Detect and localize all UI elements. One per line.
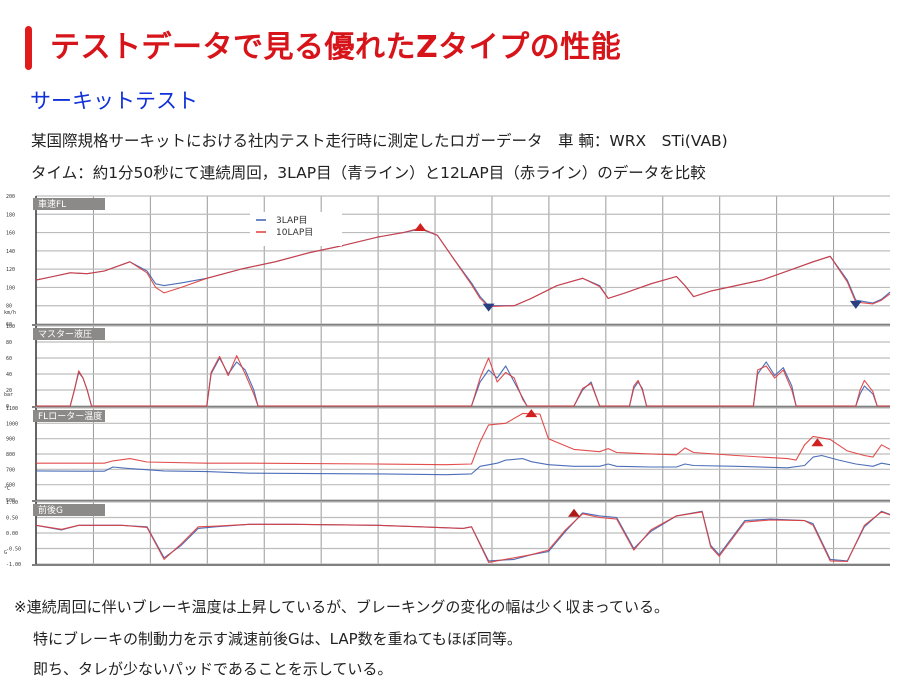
y-tick-label: 140: [6, 249, 15, 255]
y-tick-label: 60: [6, 322, 12, 328]
y-unit-label: °C: [4, 486, 10, 492]
series-line: [36, 355, 890, 407]
description-line-2: タイム：約1分50秒にて連続周回，3LAP目（青ライン）と12LAP目（赤ライン…: [31, 164, 706, 182]
legend-label: 3LAP目: [276, 215, 308, 226]
max-marker-icon: [811, 438, 824, 447]
note-line-3: 即ち、タレが少ないパッドであることを示している。: [33, 660, 393, 678]
y-unit-label: km/h: [4, 310, 16, 316]
section-title: サーキットテスト: [30, 89, 198, 113]
y-tick-label: 40: [6, 372, 12, 378]
panel-label: マスター液圧: [38, 328, 92, 340]
y-unit-label: bar: [4, 392, 13, 398]
y-tick-label: 700: [6, 467, 15, 473]
y-tick-label: 0.00: [6, 531, 18, 537]
panel-label: FLローター温度: [38, 410, 102, 422]
max-marker-icon: [525, 409, 538, 418]
y-tick-label: 200: [6, 194, 15, 200]
chart-panel: 200 180 160 140 120 100 80 60 km/h 車速FL: [4, 194, 891, 328]
y-tick-label: 1.00: [6, 500, 18, 506]
y-tick-label: 80: [6, 340, 12, 346]
logger-chart-svg: 2001801601401201008060km/h車速FL1008060402…: [4, 194, 891, 568]
panel-label-box: [33, 198, 105, 210]
chart-panel: 100 80 60 40 20 0 bar マスター液圧: [4, 324, 890, 410]
y-tick-label: 1100: [6, 406, 18, 412]
legend-label: 10LAP目: [276, 227, 313, 238]
series-line: [35, 228, 891, 307]
y-tick-label: 0: [6, 404, 9, 410]
y-tick-label: 500: [6, 498, 15, 504]
y-tick-label: 800: [6, 452, 15, 458]
y-tick-label: 180: [6, 212, 15, 218]
panel-label-box: [33, 328, 105, 340]
max-marker-icon: [414, 223, 427, 231]
y-tick-label: -0.50: [6, 547, 21, 553]
chart-panel: 1100 1000 900 800 700 600 500 °C FLローター温度: [4, 406, 891, 504]
y-tick-label: 100: [6, 324, 15, 330]
legend-background: [250, 212, 342, 246]
series-line: [35, 510, 891, 562]
series-line: [35, 227, 891, 308]
y-tick-label: 80: [6, 304, 12, 310]
min-marker-icon: [482, 303, 495, 312]
series-line: [36, 357, 890, 407]
logger-chart: 200 180 160 140 120 100 80 60 km/h 車速FL 100 80 60 40 2…: [0, 192, 900, 572]
y-tick-label: 120: [6, 267, 15, 273]
series-line: [35, 454, 891, 476]
panel-label-box: [33, 410, 105, 422]
page-title: テストデータで見る優れたZタイプの性能: [50, 30, 622, 65]
note-line-2: 特にブレーキの制動力を示す減速前後Gは、LAP数を重ねてもほぼ同等。: [33, 630, 522, 648]
y-tick-label: 600: [6, 483, 15, 489]
y-tick-label: 160: [6, 231, 15, 237]
y-tick-label: 60: [6, 356, 12, 362]
y-tick-label: 0.50: [6, 516, 18, 522]
chart-panel: 1.00 0.50 0.00 -0.50 -1.00 G 前後G: [4, 500, 891, 568]
max-marker-icon: [568, 508, 581, 517]
panel-label-box: [33, 504, 105, 516]
title-accent-bar: [25, 26, 32, 70]
min-marker-icon: [849, 300, 862, 309]
y-tick-label: 1000: [6, 421, 18, 427]
y-tick-label: 20: [6, 388, 12, 394]
series-line: [36, 412, 891, 466]
note-line-1: ※連続周回に伴いブレーキ温度は上昇しているが、ブレーキングの変化の幅は少く収まっ…: [14, 598, 670, 616]
y-tick-label: 100: [6, 285, 15, 291]
vertical-gridlines: [92, 196, 835, 564]
description-line-1: 某国際規格サーキットにおける社内テスト走行時に測定したロガーデータ 車 輌：WR…: [31, 132, 728, 150]
panel-label: 前後G: [38, 504, 63, 516]
y-tick-label: 900: [6, 437, 15, 443]
panel-label: 車速FL: [38, 198, 66, 210]
y-tick-label: -1.00: [6, 562, 21, 568]
y-unit-label: G: [4, 550, 7, 556]
series-line: [35, 511, 891, 563]
